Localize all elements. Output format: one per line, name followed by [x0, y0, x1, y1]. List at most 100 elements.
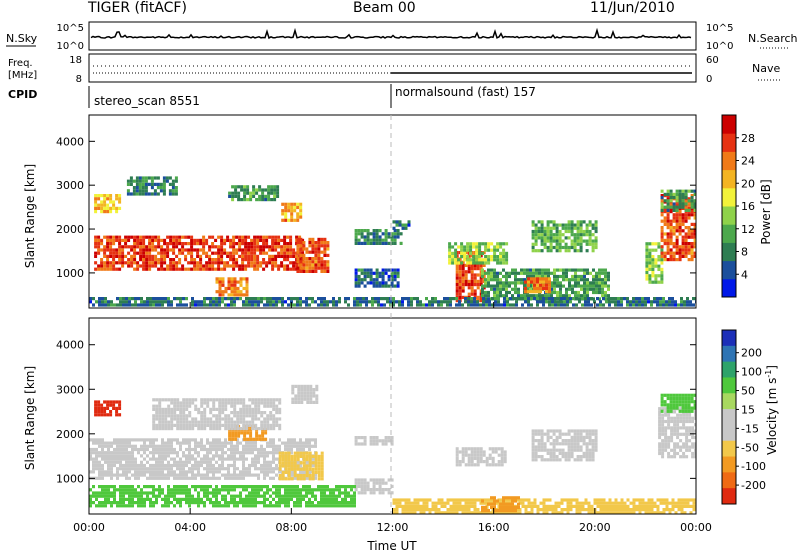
heatmap-cell: [297, 388, 300, 391]
heatmap-cell: [175, 236, 178, 239]
heatmap-cell: [505, 258, 508, 261]
heatmap-cell: [218, 401, 221, 404]
heatmap-cell: [323, 270, 326, 273]
heatmap-cell: [682, 242, 685, 245]
heatmap-cell: [574, 233, 577, 236]
heatmap-cell: [490, 278, 493, 281]
heatmap-cell: [152, 424, 155, 427]
heatmap-cell: [232, 248, 235, 251]
heatmap-cell: [416, 297, 419, 300]
heatmap-cell: [385, 239, 388, 242]
heatmap-cell: [364, 491, 367, 494]
heatmap-cell: [98, 442, 101, 445]
heatmap-cell: [242, 424, 245, 427]
heatmap-cell: [527, 297, 530, 300]
heatmap-cell: [217, 264, 220, 267]
heatmap-cell: [367, 275, 370, 278]
heatmap-cell: [466, 261, 469, 264]
heatmap-cell: [286, 245, 289, 248]
heatmap-cell: [250, 242, 253, 245]
heatmap-cell: [501, 460, 504, 463]
heatmap-cell: [673, 397, 676, 400]
heatmap-cell: [254, 458, 257, 461]
heatmap-cell: [224, 442, 227, 445]
heatmap-cell: [565, 230, 568, 233]
heatmap-cell: [188, 467, 191, 470]
heatmap-cell: [113, 454, 116, 457]
heatmap-cell: [559, 243, 562, 246]
heatmap-cell: [260, 495, 263, 498]
heatmap-cell: [221, 401, 224, 404]
heatmap-cell: [281, 300, 284, 303]
heatmap-cell: [155, 467, 158, 470]
heatmap-cell: [592, 288, 595, 291]
heatmap-cell: [682, 248, 685, 251]
heatmap-cell: [556, 439, 559, 442]
heatmap-cell: [161, 470, 164, 473]
heatmap-cell: [149, 491, 152, 494]
heatmap-cell: [493, 272, 496, 275]
heatmap-cell: [551, 297, 554, 300]
heatmap-cell: [269, 438, 272, 441]
heatmap-cell: [645, 271, 648, 274]
heatmap-cell: [212, 438, 215, 441]
heatmap-cell: [688, 439, 691, 442]
heatmap-cell: [236, 417, 239, 420]
heatmap-cell: [119, 461, 122, 464]
heatmap-cell: [466, 249, 469, 252]
heatmap-cell: [244, 264, 247, 267]
heatmap-cell: [317, 257, 320, 260]
heatmap-cell: [143, 303, 146, 306]
heatmap-cell: [110, 495, 113, 498]
heatmap-cell: [227, 477, 230, 480]
heatmap-cell: [291, 468, 294, 471]
heatmap-cell: [589, 455, 592, 458]
heatmap-cell: [279, 461, 282, 464]
heatmap-cell: [246, 188, 249, 191]
heatmap-cell: [112, 264, 115, 267]
heatmap-cell: [100, 239, 103, 242]
heatmap-cell: [691, 430, 694, 433]
heatmap-cell: [685, 236, 688, 239]
heatmap-cell: [164, 424, 167, 427]
heatmap-cell: [405, 224, 408, 227]
heatmap-cell: [536, 290, 539, 293]
heatmap-cell: [589, 285, 592, 288]
heatmap-cell: [685, 245, 688, 248]
heatmap-cell: [253, 248, 256, 251]
heatmap-cell: [178, 242, 181, 245]
heatmap-cell: [131, 303, 134, 306]
heatmap-cell: [358, 278, 361, 281]
heatmap-cell: [487, 242, 490, 245]
heatmap-cell: [595, 288, 598, 291]
heatmap-cell: [184, 268, 187, 271]
heatmap-cell: [206, 401, 209, 404]
heatmap-cell: [353, 303, 356, 306]
heatmap-cell: [167, 427, 170, 430]
heatmap-cell: [562, 227, 565, 230]
heatmap-cell: [128, 297, 131, 300]
heatmap-cell: [215, 414, 218, 417]
heatmap-cell: [170, 398, 173, 401]
heatmap-cell: [595, 285, 598, 288]
heatmap-cell: [131, 504, 134, 507]
heatmap-cell: [568, 246, 571, 249]
heatmap-cell: [118, 207, 121, 210]
heatmap-cell: [670, 403, 673, 406]
heatmap-cell: [269, 303, 272, 306]
heatmap-cell: [194, 458, 197, 461]
heatmap-cell: [194, 467, 197, 470]
heatmap-cell: [559, 285, 562, 288]
heatmap-cell: [259, 252, 262, 255]
heatmap-cell: [222, 293, 225, 296]
heatmap-cell: [267, 188, 270, 191]
heatmap-cell: [155, 470, 158, 473]
heatmap-cell: [246, 287, 249, 290]
heatmap-cell: [256, 239, 259, 242]
heatmap-cell: [200, 421, 203, 424]
heatmap-cell: [253, 258, 256, 261]
heatmap-cell: [397, 272, 400, 275]
heatmap-cell: [661, 452, 664, 455]
heatmap-cell: [547, 240, 550, 243]
heatmap-cell: [532, 442, 535, 445]
